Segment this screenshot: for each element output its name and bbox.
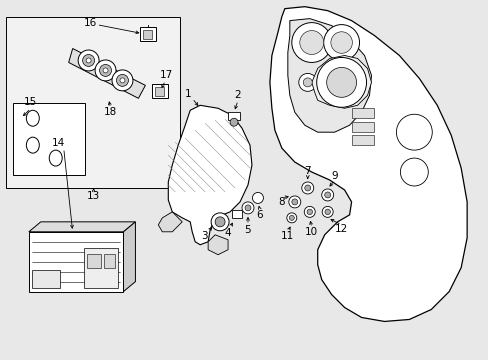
Bar (351, 108, 373, 118)
Text: 8: 8 (278, 197, 285, 207)
Circle shape (301, 182, 313, 194)
Bar (32, 270, 60, 288)
Circle shape (330, 32, 352, 53)
Bar (143, 30, 152, 39)
Circle shape (244, 205, 250, 211)
Polygon shape (29, 222, 135, 232)
Circle shape (78, 50, 99, 71)
Circle shape (303, 78, 312, 87)
Bar (152, 84, 168, 98)
Circle shape (400, 158, 427, 186)
Polygon shape (158, 212, 182, 232)
Ellipse shape (49, 150, 62, 166)
Bar (86, 254, 101, 268)
Polygon shape (168, 105, 251, 245)
Circle shape (95, 60, 116, 81)
Polygon shape (68, 49, 145, 98)
Circle shape (298, 73, 316, 91)
Circle shape (289, 215, 294, 220)
Ellipse shape (26, 137, 39, 153)
Text: 1: 1 (184, 89, 191, 99)
Text: 10: 10 (305, 227, 318, 237)
Bar (351, 122, 373, 132)
Text: 11: 11 (281, 231, 294, 241)
Polygon shape (208, 235, 227, 255)
Circle shape (242, 202, 253, 214)
Polygon shape (123, 222, 135, 292)
Text: 14: 14 (52, 138, 65, 148)
Circle shape (299, 31, 323, 54)
Polygon shape (269, 7, 466, 321)
Circle shape (82, 54, 94, 67)
Bar (83, 248, 118, 288)
Circle shape (322, 206, 332, 217)
Text: 6: 6 (256, 210, 263, 220)
Circle shape (324, 192, 330, 198)
Circle shape (291, 199, 297, 205)
Circle shape (286, 213, 296, 223)
Bar (227, 112, 240, 120)
Circle shape (306, 209, 312, 215)
Circle shape (326, 67, 356, 97)
Circle shape (120, 78, 125, 83)
Text: 7: 7 (304, 166, 310, 176)
Text: 15: 15 (24, 97, 38, 107)
Bar (29, 232, 123, 292)
Circle shape (100, 64, 111, 76)
Polygon shape (311, 55, 371, 108)
Text: 3: 3 (201, 231, 207, 241)
Bar (103, 254, 115, 268)
Circle shape (288, 196, 300, 208)
Text: 9: 9 (331, 171, 337, 181)
Circle shape (321, 189, 333, 201)
Ellipse shape (26, 110, 39, 126)
Circle shape (304, 185, 310, 191)
Text: 17: 17 (160, 71, 173, 80)
Bar (6, 17, 180, 188)
Circle shape (103, 68, 108, 73)
Circle shape (328, 80, 346, 97)
Circle shape (252, 193, 263, 203)
Circle shape (211, 213, 228, 231)
Text: 13: 13 (87, 191, 100, 201)
Bar (351, 135, 373, 145)
Polygon shape (287, 19, 371, 132)
Circle shape (304, 206, 315, 217)
Text: 12: 12 (334, 224, 347, 234)
Circle shape (291, 23, 331, 62)
Circle shape (323, 24, 359, 60)
Text: 2: 2 (234, 90, 241, 100)
Circle shape (116, 75, 128, 86)
Text: 16: 16 (84, 18, 97, 28)
Circle shape (316, 58, 366, 107)
Text: 4: 4 (224, 228, 231, 238)
Bar (232, 210, 242, 218)
Text: 5: 5 (244, 225, 251, 235)
Circle shape (215, 217, 224, 227)
Circle shape (396, 114, 431, 150)
Circle shape (112, 70, 133, 91)
Circle shape (86, 58, 91, 63)
Bar (140, 27, 156, 41)
Bar (13, 103, 84, 175)
Text: 18: 18 (103, 107, 117, 117)
Circle shape (229, 118, 238, 126)
Circle shape (324, 209, 330, 215)
Circle shape (332, 84, 342, 93)
Bar (155, 87, 164, 96)
